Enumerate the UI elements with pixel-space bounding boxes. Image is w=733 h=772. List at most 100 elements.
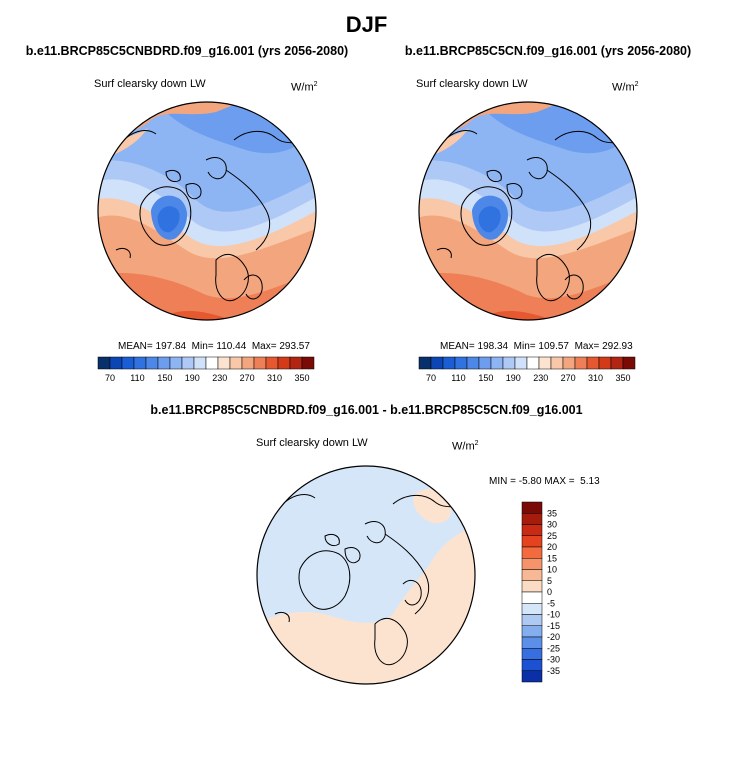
colorbar-2-swatch-10 [538, 356, 552, 370]
colorbar-1-swatch-8 [193, 356, 207, 370]
colorbar-2-tick-label: 190 [506, 373, 521, 383]
colorbar-1-tick-label: 110 [130, 373, 144, 383]
colorbar-2-swatch-14 [586, 356, 600, 370]
panel-3-variable-label: Surf clearsky down LW [256, 437, 368, 449]
colorbar-3-tick-label: 30 [547, 520, 557, 530]
colorbar-1-swatch-13 [253, 356, 267, 370]
colorbar-3-tick-label: -35 [547, 666, 560, 676]
colorbar-1-tick-label: 230 [212, 373, 227, 383]
colorbar-1-tick-label: 350 [294, 373, 309, 383]
colorbar-1-swatch-17 [301, 356, 315, 370]
panel-1-stats: MEAN= 197.84 Min= 110.44 Max= 293.57 [118, 341, 310, 352]
colorbar-2-tick-label: 230 [533, 373, 548, 383]
colorbar-1-swatch-15 [277, 356, 291, 370]
colorbar-1-swatch-2 [121, 356, 135, 370]
colorbar-3-swatch-9 [521, 603, 543, 615]
panel-2-colorbar: 70 110 150 190 230 270 310 350 [418, 356, 636, 383]
colorbar-1-swatch-10 [217, 356, 231, 370]
colorbar-2-tick-label: 310 [588, 373, 603, 383]
colorbar-1-swatch-7 [181, 356, 195, 370]
colorbar-1-swatch-4 [145, 356, 159, 370]
colorbar-1-swatch-6 [169, 356, 183, 370]
panel-1-map-border [97, 101, 317, 321]
colorbar-3-tick-label: -5 [547, 598, 555, 608]
colorbar-1-tick-label: 190 [185, 373, 200, 383]
colorbar-1-tick-label: 270 [240, 373, 255, 383]
colorbar-3-tick-label: 0 [547, 587, 552, 597]
panel-1-field-greenland-core [157, 206, 180, 233]
colorbar-2-swatch-0 [418, 356, 432, 370]
panel-1-colorbar: 70 110 150 190 230 270 310 350 [97, 356, 315, 383]
colorbar-2-swatch-17 [622, 356, 636, 370]
panel-3-coastlines [274, 494, 468, 666]
figure-title: DJF [345, 12, 388, 37]
colorbar-3-tick-label: -25 [547, 643, 560, 653]
colorbar-3-tick-label: -20 [547, 632, 560, 642]
colorbar-3-swatch-5 [521, 558, 543, 570]
colorbar-1-swatch-3 [133, 356, 147, 370]
colorbar-1-swatch-0 [97, 356, 111, 370]
panel-1-units: W/m2 [291, 81, 318, 94]
colorbar-2-swatch-9 [526, 356, 540, 370]
colorbar-2-swatch-11 [550, 356, 564, 370]
panel-2-field-greenland-core [478, 206, 501, 233]
colorbar-3-swatch-7 [521, 580, 543, 593]
colorbar-2-tick-label: 350 [615, 373, 630, 383]
panel-2-stats: MEAN= 198.34 Min= 109.57 Max= 292.93 [440, 341, 633, 352]
colorbar-1-tick-label: 150 [157, 373, 172, 383]
panel-1-polar-map [97, 101, 317, 321]
colorbar-2-swatch-12 [562, 356, 576, 370]
panel-2-title: b.e11.BRCP85C5CN.f09_g16.001 (yrs 2056-2… [404, 44, 692, 58]
colorbar-3-swatch-3 [521, 535, 543, 548]
panel-3-units: W/m2 [452, 440, 479, 453]
colorbar-3-tick-label: 25 [547, 531, 557, 541]
colorbar-2-swatch-4 [466, 356, 480, 370]
colorbar-2-swatch-15 [598, 356, 612, 370]
panel-3-polar-map [256, 465, 476, 685]
colorbar-3-swatch-6 [521, 569, 543, 581]
colorbar-2-swatch-8 [514, 356, 528, 370]
colorbar-3-swatch-8 [521, 591, 543, 604]
colorbar-3-tick-label: 15 [547, 553, 557, 563]
colorbar-1-swatch-12 [241, 356, 255, 370]
colorbar-3-tick-label: 35 [547, 508, 557, 518]
panel-1-variable-label: Surf clearsky down LW [94, 78, 206, 90]
colorbar-2-swatch-1 [430, 356, 444, 370]
colorbar-3-swatch-14 [521, 659, 543, 671]
colorbar-2-tick-label: 150 [478, 373, 493, 383]
panel-3-title: b.e11.BRCP85C5CNBDRD.f09_g16.001 - b.e11… [150, 403, 583, 417]
colorbar-3-swatch-10 [521, 614, 543, 626]
panel-2-polar-map [418, 101, 638, 321]
colorbar-3-tick-label: -30 [547, 655, 560, 665]
colorbar-3-swatch-0 [521, 501, 543, 514]
colorbar-1-swatch-5 [157, 356, 171, 370]
colorbar-2-swatch-6 [490, 356, 504, 370]
colorbar-1-swatch-1 [109, 356, 123, 370]
colorbar-3-tick-label: -10 [547, 610, 560, 620]
panel-2-map-border [418, 101, 638, 321]
colorbar-1-tick-label: 310 [267, 373, 282, 383]
colorbar-3-swatch-2 [521, 524, 543, 536]
colorbar-2-tick-label: 70 [426, 373, 436, 383]
colorbar-2-swatch-16 [610, 356, 624, 370]
colorbar-3-swatch-13 [521, 648, 543, 660]
colorbar-3-swatch-12 [521, 636, 543, 649]
colorbar-1-swatch-11 [229, 356, 243, 370]
colorbar-2-swatch-5 [478, 356, 492, 370]
panel-2-units: W/m2 [612, 81, 639, 94]
colorbar-1-swatch-14 [265, 356, 279, 370]
colorbar-1-swatch-16 [289, 356, 303, 370]
colorbar-3-tick-label: -15 [547, 621, 560, 631]
panel-3-map-border [256, 465, 476, 685]
colorbar-3-tick-label: 20 [547, 542, 557, 552]
panel-1-title: b.e11.BRCP85C5CNBDRD.f09_g16.001 (yrs 20… [25, 44, 349, 58]
colorbar-3-swatch-11 [521, 625, 543, 638]
colorbar-2-swatch-3 [454, 356, 468, 370]
colorbar-2-tick-label: 270 [561, 373, 576, 383]
colorbar-3-swatch-15 [521, 670, 543, 683]
colorbar-3-swatch-4 [521, 546, 543, 559]
panel-3-stats: MIN = -5.80 MAX = 5.13 [489, 476, 600, 487]
colorbar-2-tick-label: 110 [451, 373, 465, 383]
colorbar-3-tick-label: 5 [547, 576, 552, 586]
panel-2-variable-label: Surf clearsky down LW [416, 78, 528, 90]
